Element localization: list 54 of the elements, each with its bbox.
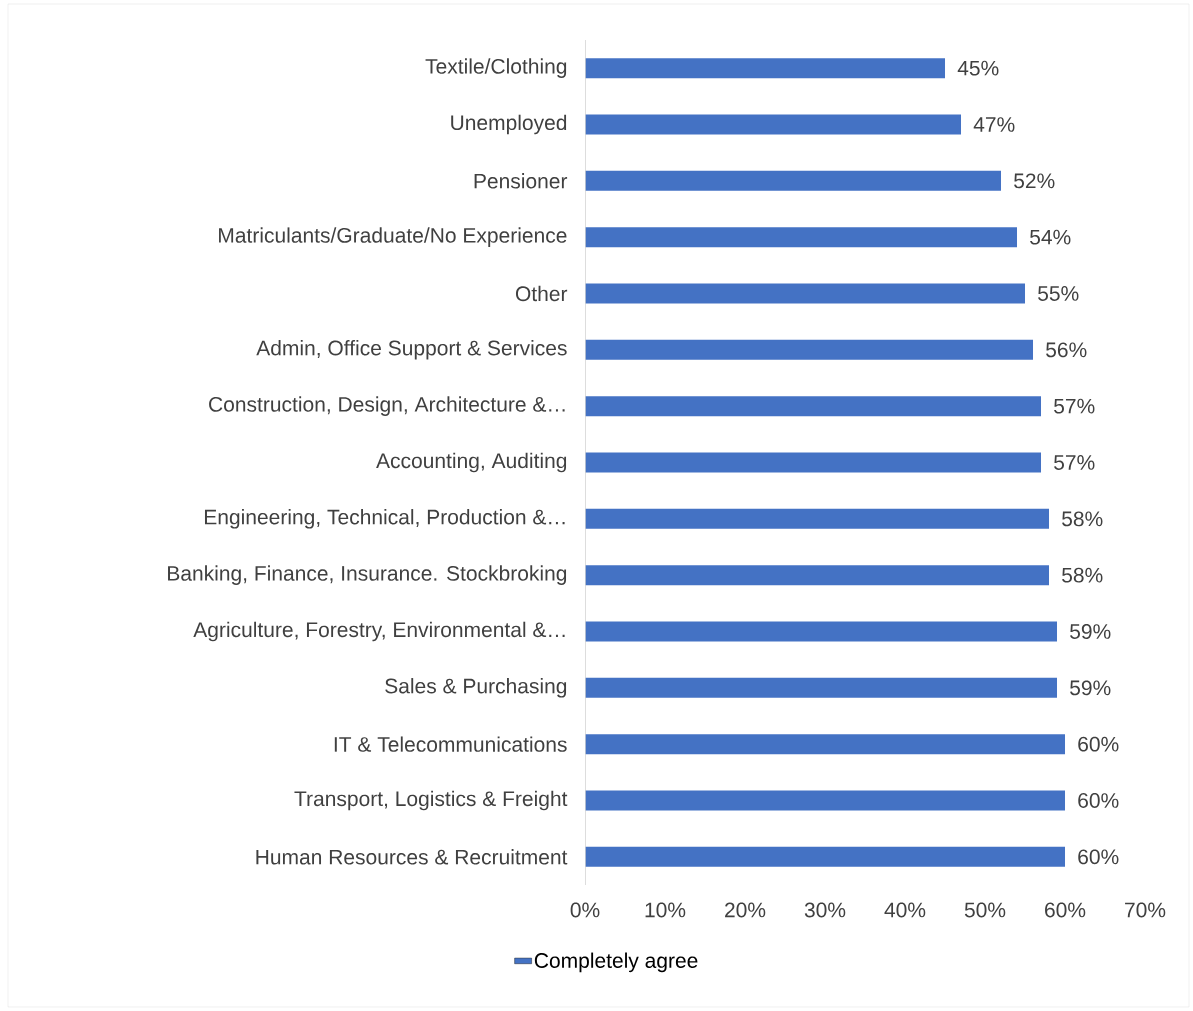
y-tick-label: Accounting, Auditing — [376, 452, 567, 473]
x-tick-label: 40% — [884, 902, 926, 918]
bar — [585, 734, 1066, 755]
data-label: 47% — [973, 117, 1015, 132]
bar — [585, 790, 1066, 811]
data-label: 60% — [1078, 793, 1119, 808]
bar — [585, 677, 1058, 698]
data-label: 59% — [1070, 624, 1111, 639]
data-label: 60% — [1078, 736, 1119, 752]
bar — [585, 846, 1066, 867]
data-label: 58% — [1062, 511, 1103, 527]
y-tick-label: Pensioner — [474, 173, 568, 189]
data-label: 57% — [1054, 455, 1095, 470]
x-tick-label: 10% — [645, 902, 686, 918]
data-label: 59% — [1070, 680, 1111, 696]
data-label: 52% — [1014, 173, 1055, 189]
bar — [585, 565, 1050, 586]
y-tick-label: Unemployed — [451, 114, 567, 135]
bar — [585, 283, 1026, 304]
y-tick-label: Agriculture, Forestry, Environmental &… — [193, 621, 565, 642]
x-tick-label: 50% — [964, 902, 1006, 918]
bar — [585, 227, 1018, 248]
data-label: 58% — [1062, 567, 1103, 583]
data-label: 60% — [1078, 849, 1119, 865]
y-tick-label: IT & Telecommunications — [334, 736, 567, 752]
x-tick-label: 60% — [1045, 902, 1086, 918]
x-tick-label: 30% — [804, 902, 846, 918]
bar — [585, 58, 946, 79]
data-label: 57% — [1054, 398, 1095, 414]
bar — [585, 170, 1002, 191]
bar — [585, 396, 1042, 417]
y-tick-label: Textile/Clothing — [425, 58, 567, 78]
data-label: 56% — [1046, 342, 1087, 358]
y-tick-label: Banking, Finance, Insurance. Stockbroking — [168, 565, 567, 585]
bar — [585, 339, 1034, 360]
data-label: 54% — [1030, 229, 1071, 245]
data-label: 45% — [957, 60, 999, 76]
bar — [585, 452, 1042, 473]
bar — [585, 621, 1058, 642]
y-tick-label: Matriculants/Graduate/No Experience — [219, 227, 567, 247]
y-tick-label: Other — [515, 285, 568, 302]
y-tick-label: Human Resources & Recruitment — [256, 849, 568, 865]
x-tick-label: 20% — [725, 902, 766, 918]
y-tick-label: Construction, Design, Architecture &… — [209, 396, 565, 416]
bar — [585, 508, 1050, 529]
y-tick-label: Sales & Purchasing — [385, 678, 567, 698]
x-tick-label: 0% — [570, 902, 600, 918]
legend-label: Completely agree — [534, 952, 698, 973]
x-tick-label: 70% — [1125, 902, 1166, 918]
data-label: 55% — [1038, 286, 1079, 301]
y-tick-label: Engineering, Technical, Production &… — [204, 509, 565, 529]
bar — [585, 114, 962, 135]
y-tick-label: Admin, Office Support & Services — [256, 340, 567, 360]
y-tick-label: Transport, Logistics & Freight — [294, 790, 568, 811]
